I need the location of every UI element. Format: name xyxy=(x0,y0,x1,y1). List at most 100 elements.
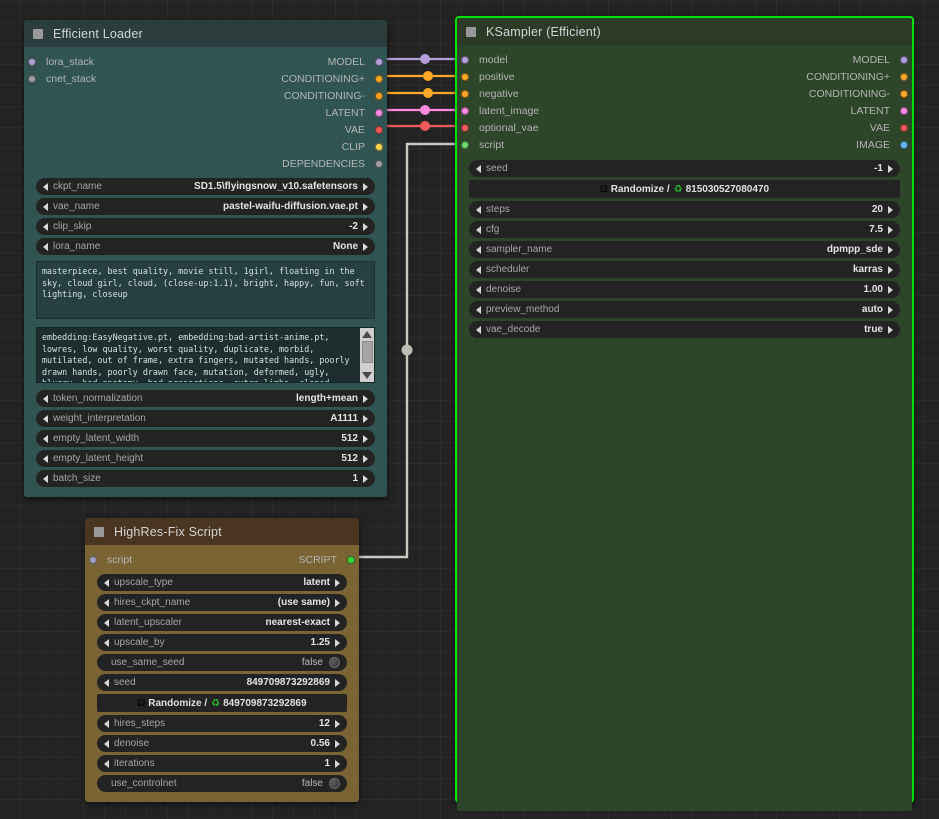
chevron-right-icon[interactable] xyxy=(335,598,340,607)
chevron-left-icon[interactable] xyxy=(43,454,48,463)
chevron-left-icon[interactable] xyxy=(104,678,109,687)
negative-prompt-scrollbar[interactable] xyxy=(360,328,374,382)
scroll-down-arrow-icon[interactable] xyxy=(362,372,372,379)
slot-dot-icon[interactable] xyxy=(375,91,383,100)
chevron-right-icon[interactable] xyxy=(363,202,368,211)
widget-hires-steps[interactable]: hires_steps 12 xyxy=(97,715,347,732)
input-slot-optional-vae[interactable]: optional_vae xyxy=(461,122,539,134)
widget-empty-latent-width[interactable]: empty_latent_width 512 xyxy=(36,430,375,447)
chevron-right-icon[interactable] xyxy=(335,638,340,647)
chevron-right-icon[interactable] xyxy=(888,225,893,234)
chevron-left-icon[interactable] xyxy=(43,474,48,483)
widget-sampler-name[interactable]: sampler_name dpmpp_sde xyxy=(469,241,900,258)
node-ksampler-efficient[interactable]: KSampler (Efficient) model MODEL positiv… xyxy=(455,16,914,811)
slot-dot-icon[interactable] xyxy=(461,123,469,132)
widget-weight-interpretation[interactable]: weight_interpretation A1111 xyxy=(36,410,375,427)
chevron-left-icon[interactable] xyxy=(476,265,481,274)
node-title-highres-fix-script[interactable]: HighRes-Fix Script xyxy=(85,518,359,545)
input-slot-script[interactable]: script xyxy=(89,554,132,566)
widget-seed[interactable]: seed -1 xyxy=(469,160,900,177)
output-slot-clip[interactable]: CLIP xyxy=(342,141,383,153)
slot-dot-icon[interactable] xyxy=(461,140,469,149)
widget-denoise[interactable]: denoise 0.56 xyxy=(97,735,347,752)
output-slot-conditioning-plus[interactable]: CONDITIONING+ xyxy=(806,71,908,83)
output-slot-conditioning-minus[interactable]: CONDITIONING- xyxy=(284,90,383,102)
slot-dot-icon[interactable] xyxy=(900,106,908,115)
chevron-left-icon[interactable] xyxy=(43,182,48,191)
chevron-right-icon[interactable] xyxy=(363,434,368,443)
chevron-left-icon[interactable] xyxy=(104,618,109,627)
chevron-right-icon[interactable] xyxy=(363,242,368,251)
slot-dot-icon[interactable] xyxy=(347,555,355,564)
chevron-left-icon[interactable] xyxy=(43,394,48,403)
chevron-left-icon[interactable] xyxy=(104,739,109,748)
output-slot-model[interactable]: MODEL xyxy=(328,56,383,68)
slot-dot-icon[interactable] xyxy=(375,108,383,117)
widget-preview-method[interactable]: preview_method auto xyxy=(469,301,900,318)
chevron-right-icon[interactable] xyxy=(335,578,340,587)
node-title-efficient-loader[interactable]: Efficient Loader xyxy=(24,20,387,47)
input-slot-positive[interactable]: positive xyxy=(461,71,515,83)
chevron-left-icon[interactable] xyxy=(476,164,481,173)
chevron-right-icon[interactable] xyxy=(888,164,893,173)
widget-scheduler[interactable]: scheduler karras xyxy=(469,261,900,278)
chevron-left-icon[interactable] xyxy=(43,202,48,211)
chevron-left-icon[interactable] xyxy=(43,434,48,443)
toggle-knob-icon[interactable] xyxy=(329,657,340,668)
node-highres-fix-script[interactable]: HighRes-Fix Script script SCRIPT upscale… xyxy=(85,518,359,802)
slot-dot-icon[interactable] xyxy=(375,142,383,151)
chevron-right-icon[interactable] xyxy=(363,394,368,403)
slot-dot-icon[interactable] xyxy=(900,55,908,64)
scrollbar-thumb[interactable] xyxy=(361,341,373,363)
chevron-right-icon[interactable] xyxy=(335,678,340,687)
widget-upscale-type[interactable]: upscale_type latent xyxy=(97,574,347,591)
slot-dot-icon[interactable] xyxy=(375,74,383,83)
widget-batch-size[interactable]: batch_size 1 xyxy=(36,470,375,487)
node-efficient-loader[interactable]: Efficient Loader lora_stack MODEL cnet_s… xyxy=(24,20,387,497)
slot-dot-icon[interactable] xyxy=(461,72,469,81)
slot-dot-icon[interactable] xyxy=(900,89,908,98)
slot-dot-icon[interactable] xyxy=(375,125,383,134)
slot-dot-icon[interactable] xyxy=(900,72,908,81)
widget-hires-ckpt-name[interactable]: hires_ckpt_name (use same) xyxy=(97,594,347,611)
output-slot-conditioning-plus[interactable]: CONDITIONING+ xyxy=(281,73,383,85)
chevron-left-icon[interactable] xyxy=(476,305,481,314)
input-slot-model[interactable]: model xyxy=(461,54,508,66)
output-slot-image[interactable]: IMAGE xyxy=(856,139,908,151)
negative-prompt-textarea[interactable]: embedding:EasyNegative.pt, embedding:bad… xyxy=(36,327,375,383)
chevron-left-icon[interactable] xyxy=(104,578,109,587)
chevron-left-icon[interactable] xyxy=(104,719,109,728)
chevron-right-icon[interactable] xyxy=(888,305,893,314)
widget-steps[interactable]: steps 20 xyxy=(469,201,900,218)
chevron-right-icon[interactable] xyxy=(888,265,893,274)
chevron-left-icon[interactable] xyxy=(104,759,109,768)
chevron-right-icon[interactable] xyxy=(335,759,340,768)
output-slot-latent[interactable]: LATENT xyxy=(326,107,383,119)
slot-dot-icon[interactable] xyxy=(375,159,383,168)
chevron-right-icon[interactable] xyxy=(363,474,368,483)
collapse-box-icon[interactable] xyxy=(33,28,43,39)
chevron-right-icon[interactable] xyxy=(363,454,368,463)
chevron-right-icon[interactable] xyxy=(888,325,893,334)
slot-dot-icon[interactable] xyxy=(461,89,469,98)
widget-seed[interactable]: seed 849709873292869 xyxy=(97,674,347,691)
chevron-right-icon[interactable] xyxy=(363,414,368,423)
widget-token-normalization[interactable]: token_normalization length+mean xyxy=(36,390,375,407)
input-slot-cnet-stack[interactable]: cnet_stack xyxy=(28,73,96,85)
output-slot-model[interactable]: MODEL xyxy=(853,54,908,66)
widget-cfg[interactable]: cfg 7.5 xyxy=(469,221,900,238)
slot-dot-icon[interactable] xyxy=(461,106,469,115)
widget-seed-control[interactable]: ⚅ Randomize / ♻ 849709873292869 xyxy=(97,694,347,712)
widget-vae-decode[interactable]: vae_decode true xyxy=(469,321,900,338)
chevron-left-icon[interactable] xyxy=(476,285,481,294)
positive-prompt-textarea[interactable]: masterpiece, best quality, movie still, … xyxy=(36,261,375,319)
widget-denoise[interactable]: denoise 1.00 xyxy=(469,281,900,298)
chevron-left-icon[interactable] xyxy=(104,638,109,647)
chevron-left-icon[interactable] xyxy=(476,325,481,334)
widget-upscale-by[interactable]: upscale_by 1.25 xyxy=(97,634,347,651)
slot-dot-icon[interactable] xyxy=(89,555,97,564)
chevron-right-icon[interactable] xyxy=(888,285,893,294)
widget-lora-name[interactable]: lora_name None xyxy=(36,238,375,255)
slot-dot-icon[interactable] xyxy=(28,57,36,66)
